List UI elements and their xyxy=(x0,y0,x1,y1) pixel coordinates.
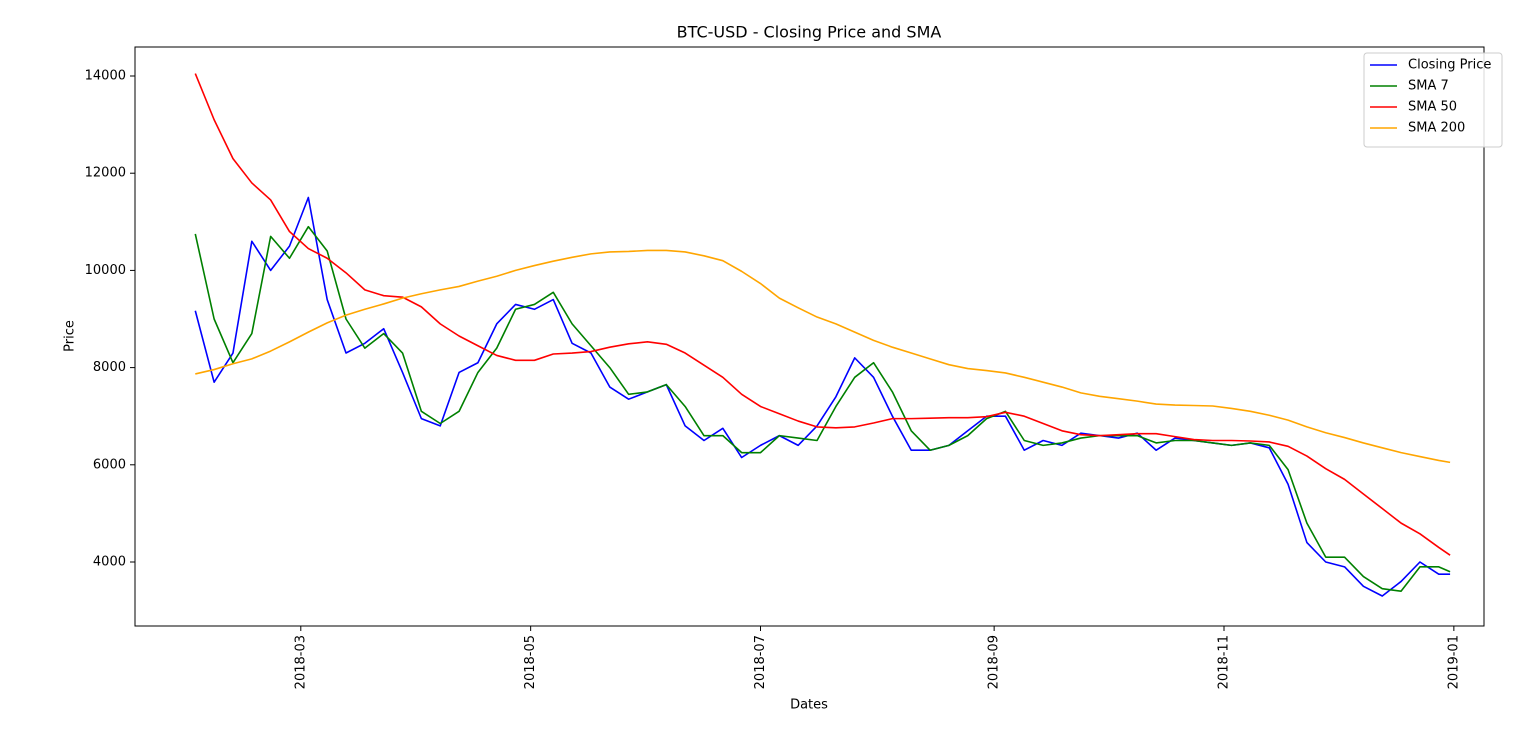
series-line xyxy=(194,73,1451,556)
x-tick-label: 2018-03 xyxy=(293,635,308,689)
legend-label: SMA 7 xyxy=(1408,79,1449,94)
series-line xyxy=(195,249,1451,464)
y-tick-label: 6000 xyxy=(93,457,126,472)
y-axis-label: Price xyxy=(63,320,78,352)
y-tick-label: 8000 xyxy=(93,360,126,375)
y-tick-label: 14000 xyxy=(85,69,126,84)
legend-box xyxy=(1363,52,1503,148)
legend-label: SMA 200 xyxy=(1408,121,1465,136)
x-tick-label: 2019-01 xyxy=(1446,635,1461,689)
x-tick-label: 2018-07 xyxy=(753,635,768,689)
x-axis-label: Dates xyxy=(790,698,828,713)
x-tick-label: 2018-09 xyxy=(987,635,1002,689)
x-tick-label: 2018-05 xyxy=(523,635,538,689)
series-line xyxy=(194,225,1451,592)
y-tick-label: 12000 xyxy=(85,166,126,181)
y-tick-label: 10000 xyxy=(85,263,126,278)
y-tick-label: 4000 xyxy=(93,554,126,569)
plot-frame xyxy=(134,46,1485,627)
x-tick-label: 2018-11 xyxy=(1216,635,1231,689)
legend-label: SMA 50 xyxy=(1408,100,1457,115)
legend-label: Closing Price xyxy=(1408,58,1491,73)
chart-title: BTC-USD - Closing Price and SMA xyxy=(677,23,942,42)
